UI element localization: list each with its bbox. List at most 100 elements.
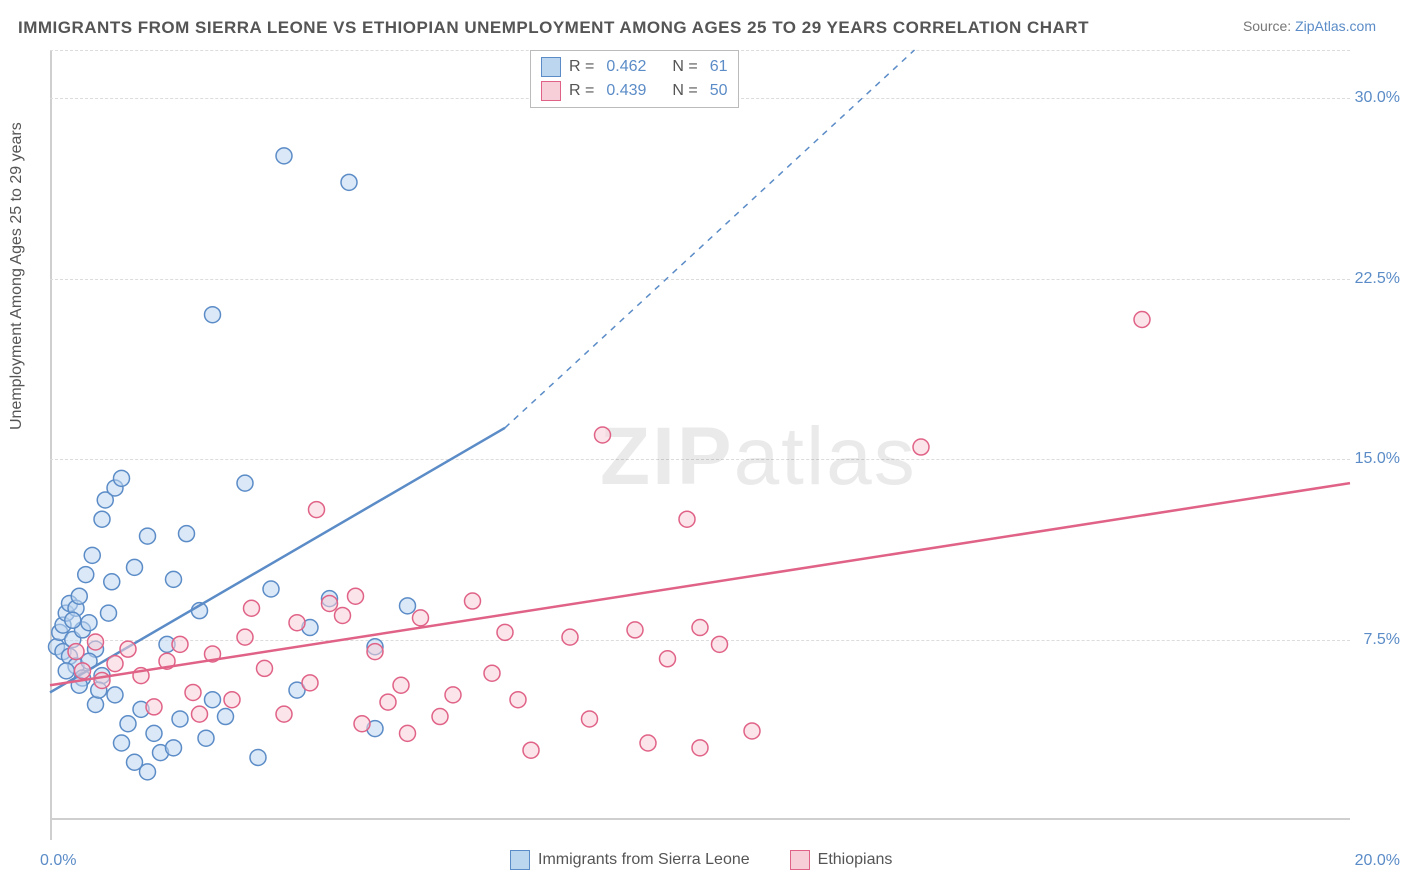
- data-point: [660, 651, 676, 667]
- data-point: [81, 615, 97, 631]
- x-tick-min: 0.0%: [40, 852, 76, 870]
- swatch-blue-icon: [541, 57, 561, 77]
- data-point: [140, 528, 156, 544]
- data-point: [445, 687, 461, 703]
- legend-n-value-blue: 61: [710, 58, 728, 76]
- data-point: [127, 559, 143, 575]
- legend-r-label: R =: [569, 82, 594, 100]
- data-point: [276, 706, 292, 722]
- source-label: Source:: [1243, 18, 1291, 34]
- data-point: [400, 598, 416, 614]
- data-point: [172, 636, 188, 652]
- data-point: [640, 735, 656, 751]
- data-point: [172, 711, 188, 727]
- y-tick-label: 15.0%: [1355, 450, 1400, 468]
- data-point: [250, 749, 266, 765]
- correlation-legend: R = 0.462 N = 61 R = 0.439 N = 50: [530, 50, 739, 108]
- data-point: [354, 716, 370, 732]
- chart-svg: [50, 50, 1350, 840]
- series-legend: Immigrants from Sierra Leone Ethiopians: [510, 850, 892, 870]
- data-point: [75, 663, 91, 679]
- data-point: [400, 725, 416, 741]
- data-point: [276, 148, 292, 164]
- data-point: [166, 571, 182, 587]
- data-point: [146, 699, 162, 715]
- legend-n-value-pink: 50: [710, 82, 728, 100]
- y-tick-label: 30.0%: [1355, 89, 1400, 107]
- series-legend-label: Ethiopians: [818, 851, 893, 869]
- legend-n-label: N =: [672, 58, 697, 76]
- data-point: [484, 665, 500, 681]
- data-point: [58, 663, 74, 679]
- data-point: [68, 644, 84, 660]
- swatch-pink-icon: [790, 850, 810, 870]
- source-attribution: Source: ZipAtlas.com: [1243, 18, 1376, 34]
- data-point: [88, 634, 104, 650]
- data-point: [166, 740, 182, 756]
- data-point: [302, 675, 318, 691]
- data-point: [257, 660, 273, 676]
- data-point: [107, 687, 123, 703]
- data-point: [627, 622, 643, 638]
- plot-area: 7.5%15.0%22.5%30.0% ZIPatlas R = 0.462 N…: [50, 50, 1350, 840]
- data-point: [322, 595, 338, 611]
- data-point: [263, 581, 279, 597]
- data-point: [744, 723, 760, 739]
- data-point: [913, 439, 929, 455]
- data-point: [595, 427, 611, 443]
- data-point: [94, 511, 110, 527]
- data-point: [71, 588, 87, 604]
- data-point: [393, 677, 409, 693]
- data-point: [692, 740, 708, 756]
- legend-n-label: N =: [672, 82, 697, 100]
- data-point: [341, 174, 357, 190]
- data-point: [679, 511, 695, 527]
- data-point: [465, 593, 481, 609]
- legend-row-blue: R = 0.462 N = 61: [541, 55, 728, 79]
- data-point: [237, 629, 253, 645]
- data-point: [244, 600, 260, 616]
- data-point: [562, 629, 578, 645]
- trend-line: [50, 428, 505, 693]
- data-point: [94, 672, 110, 688]
- data-point: [84, 547, 100, 563]
- data-point: [107, 656, 123, 672]
- x-tick-max: 20.0%: [1355, 852, 1400, 870]
- data-point: [510, 692, 526, 708]
- data-point: [224, 692, 240, 708]
- data-point: [205, 692, 221, 708]
- legend-row-pink: R = 0.439 N = 50: [541, 79, 728, 103]
- data-point: [1134, 312, 1150, 328]
- series-legend-item: Ethiopians: [790, 850, 893, 870]
- data-point: [78, 567, 94, 583]
- swatch-blue-icon: [510, 850, 530, 870]
- data-point: [114, 470, 130, 486]
- series-legend-item: Immigrants from Sierra Leone: [510, 850, 750, 870]
- data-point: [523, 742, 539, 758]
- data-point: [146, 725, 162, 741]
- chart-title: IMMIGRANTS FROM SIERRA LEONE VS ETHIOPIA…: [18, 18, 1089, 38]
- trend-line: [50, 483, 1350, 685]
- series-legend-label: Immigrants from Sierra Leone: [538, 851, 750, 869]
- data-point: [218, 709, 234, 725]
- data-point: [582, 711, 598, 727]
- data-point: [120, 716, 136, 732]
- y-tick-label: 7.5%: [1364, 631, 1400, 649]
- data-point: [140, 764, 156, 780]
- data-point: [367, 644, 383, 660]
- y-tick-label: 22.5%: [1355, 270, 1400, 288]
- data-point: [309, 502, 325, 518]
- source-link[interactable]: ZipAtlas.com: [1295, 18, 1376, 34]
- y-axis-label: Unemployment Among Ages 25 to 29 years: [8, 122, 26, 430]
- data-point: [497, 624, 513, 640]
- data-point: [88, 697, 104, 713]
- legend-r-value-blue: 0.462: [606, 58, 646, 76]
- data-point: [413, 610, 429, 626]
- data-point: [120, 641, 136, 657]
- data-point: [289, 615, 305, 631]
- data-point: [114, 735, 130, 751]
- data-point: [205, 307, 221, 323]
- data-point: [237, 475, 253, 491]
- data-point: [104, 574, 120, 590]
- data-point: [692, 620, 708, 636]
